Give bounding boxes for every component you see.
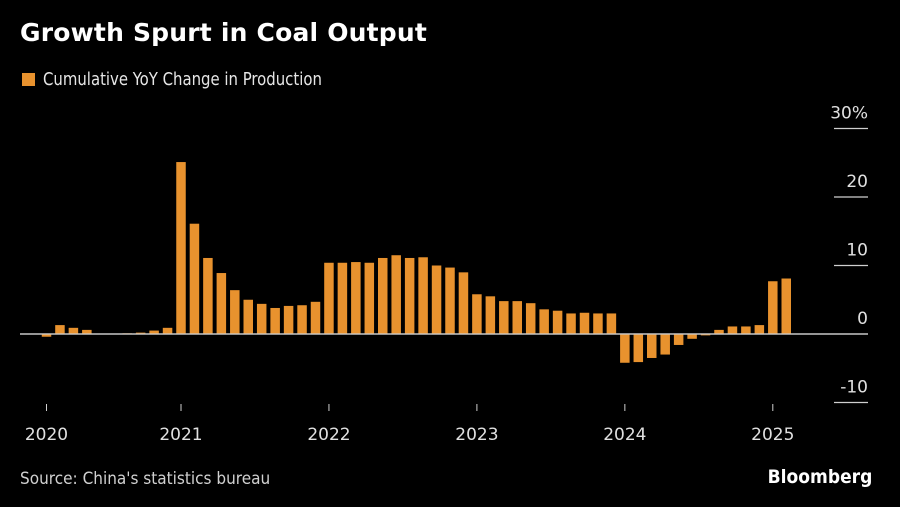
bar	[660, 334, 670, 355]
bar	[189, 223, 200, 334]
bar	[418, 257, 428, 334]
bar	[337, 262, 348, 334]
bar	[647, 334, 657, 358]
bar	[620, 334, 630, 363]
bar	[297, 305, 307, 334]
bar	[149, 330, 159, 334]
bar	[431, 265, 442, 334]
bar	[727, 326, 738, 334]
x-tick-label: 2023	[455, 425, 498, 445]
bar	[324, 262, 334, 334]
bar	[216, 273, 227, 334]
bar	[445, 267, 455, 334]
bar	[472, 294, 482, 334]
bar	[364, 262, 375, 334]
bar	[741, 326, 751, 334]
bloomberg-logo: Bloomberg	[767, 466, 872, 488]
bar	[41, 334, 52, 337]
bar	[687, 334, 697, 339]
bar	[781, 278, 791, 334]
bar	[203, 257, 213, 334]
bar	[754, 325, 765, 334]
bar	[673, 334, 684, 345]
bar	[593, 313, 603, 334]
bar	[378, 257, 388, 334]
bar	[391, 255, 401, 334]
bar	[458, 272, 469, 334]
legend-swatch	[22, 73, 35, 86]
bar	[256, 303, 267, 334]
bar	[606, 313, 617, 334]
bar	[700, 334, 711, 336]
bar	[633, 334, 644, 363]
bar	[230, 290, 240, 334]
x-tick-label: 2024	[603, 425, 646, 445]
bar	[82, 329, 92, 334]
bar	[310, 301, 321, 334]
bar	[579, 312, 590, 334]
bar	[539, 309, 549, 334]
bar	[552, 310, 563, 334]
bar	[485, 296, 496, 334]
source-note: Source: China's statistics bureau	[20, 469, 271, 489]
x-tick-label: 2021	[159, 425, 202, 445]
bar	[55, 325, 65, 334]
bar	[512, 301, 522, 334]
bar	[68, 327, 79, 334]
y-tick-label: 30%	[830, 104, 868, 124]
bar	[162, 327, 173, 334]
bar	[525, 303, 536, 334]
bar	[404, 257, 415, 334]
chart-title: Growth Spurt in Coal Output	[20, 18, 428, 47]
y-tick-label: 0	[857, 309, 868, 329]
bar	[714, 329, 724, 334]
bar	[768, 281, 778, 334]
legend: Cumulative YoY Change in Production	[22, 69, 346, 90]
bar	[270, 307, 280, 334]
bar	[499, 301, 509, 334]
y-tick-label: -10	[840, 378, 868, 398]
bar	[176, 162, 186, 334]
y-tick-label: 10	[846, 241, 868, 261]
legend-label: Cumulative YoY Change in Production	[43, 69, 322, 90]
y-tick-label: 20	[846, 172, 868, 192]
bar	[135, 332, 146, 334]
x-tick-label: 2020	[25, 425, 68, 445]
bar	[566, 313, 576, 334]
bar	[243, 299, 253, 334]
bar	[283, 305, 294, 334]
bar	[351, 262, 361, 334]
x-tick-label: 2025	[751, 425, 794, 445]
x-tick-label: 2022	[307, 425, 350, 445]
